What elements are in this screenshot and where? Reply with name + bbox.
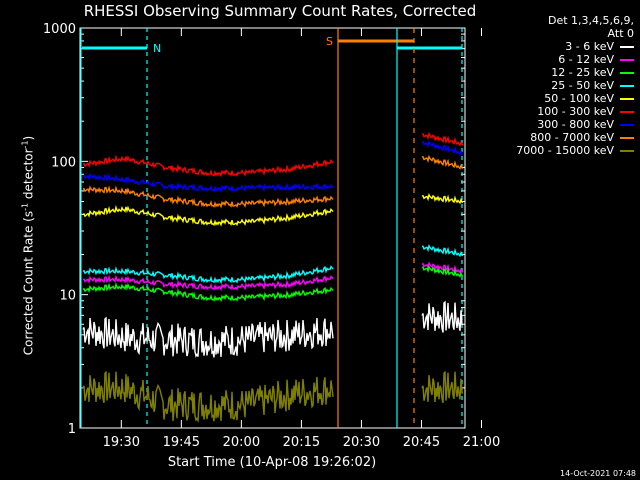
series-line (421, 370, 464, 404)
x-tick-label: 19:45 (163, 435, 200, 450)
series-line (82, 185, 334, 209)
series-line (82, 154, 334, 178)
legend-swatch (620, 58, 634, 61)
y-axis-label: Corrected Count Rate (s-1 detector-1) (20, 135, 36, 356)
legend-label: 300 - 800 keV (537, 118, 614, 131)
legend-swatch (620, 97, 634, 100)
legend-label: 50 - 100 keV (544, 92, 614, 105)
series-line (421, 243, 464, 258)
series-line (82, 370, 334, 424)
legend-swatch (620, 136, 634, 139)
legend-swatch (620, 84, 634, 87)
legend-item: 12 - 25 keV (474, 66, 634, 79)
series-line (82, 265, 334, 285)
series-line (82, 204, 334, 227)
saa-flag-label: S (326, 35, 333, 48)
legend-label: 3 - 6 keV (565, 40, 614, 53)
legend-label: 100 - 300 keV (537, 105, 614, 118)
legend-swatch (620, 149, 634, 152)
legend-header-line-1: Det 1,3,4,5,6,9, (547, 14, 634, 27)
x-tick-label: 19:30 (103, 435, 140, 450)
night-flag-label: N (153, 42, 161, 55)
series-line (421, 131, 464, 147)
legend: Det 1,3,4,5,6,9, Att 0 3 - 6 keV 6 - 12 k… (474, 14, 634, 157)
x-tick-label: 20:15 (283, 435, 320, 450)
x-tick-label: 20:00 (223, 435, 260, 450)
x-tick-label: 20:45 (403, 435, 440, 450)
series-line (82, 172, 334, 193)
series-line (421, 154, 464, 170)
legend-label: 25 - 50 keV (551, 79, 614, 92)
chart-title: RHESSI Observing Summary Count Rates, Co… (83, 2, 477, 20)
y-tick-label: 10 (59, 289, 76, 304)
series-line (421, 261, 464, 274)
legend-swatch (620, 71, 634, 74)
legend-swatch (620, 123, 634, 126)
timestamp: 14-Oct-2021 07:48 (560, 469, 636, 478)
legend-item: 300 - 800 keV (474, 118, 634, 131)
series-line (82, 281, 334, 303)
series-line (421, 139, 464, 156)
legend-item: 100 - 300 keV (474, 105, 634, 118)
legend-label: 12 - 25 keV (551, 66, 614, 79)
legend-label: 7000 - 15000 keV (516, 144, 614, 157)
series-line (421, 264, 464, 278)
legend-header-line-2: Att 0 (607, 27, 634, 40)
legend-item: 7000 - 15000 keV (474, 144, 634, 157)
legend-label: 6 - 12 keV (558, 53, 614, 66)
series-line (421, 300, 464, 333)
y-tick-label: 100 (51, 155, 76, 170)
plot-frame (79, 27, 466, 429)
x-tick-label: 20:30 (343, 435, 380, 450)
series-line (82, 316, 334, 358)
legend-item: 50 - 100 keV (474, 92, 634, 105)
legend-swatch (620, 45, 634, 48)
y-tick-label: 1000 (43, 22, 76, 37)
legend-item: 6 - 12 keV (474, 53, 634, 66)
x-axis-label: Start Time (10-Apr-08 19:26:02) (167, 455, 377, 470)
series-line (82, 274, 334, 292)
y-tick-label: 1 (68, 422, 76, 437)
legend-label: 800 - 7000 keV (530, 131, 614, 144)
x-tick-label: 21:00 (463, 435, 500, 450)
legend-item: 800 - 7000 keV (474, 131, 634, 144)
series-line (421, 193, 464, 205)
legend-swatch (620, 110, 634, 113)
legend-item: 3 - 6 keV (474, 40, 634, 53)
legend-item: 25 - 50 keV (474, 79, 634, 92)
